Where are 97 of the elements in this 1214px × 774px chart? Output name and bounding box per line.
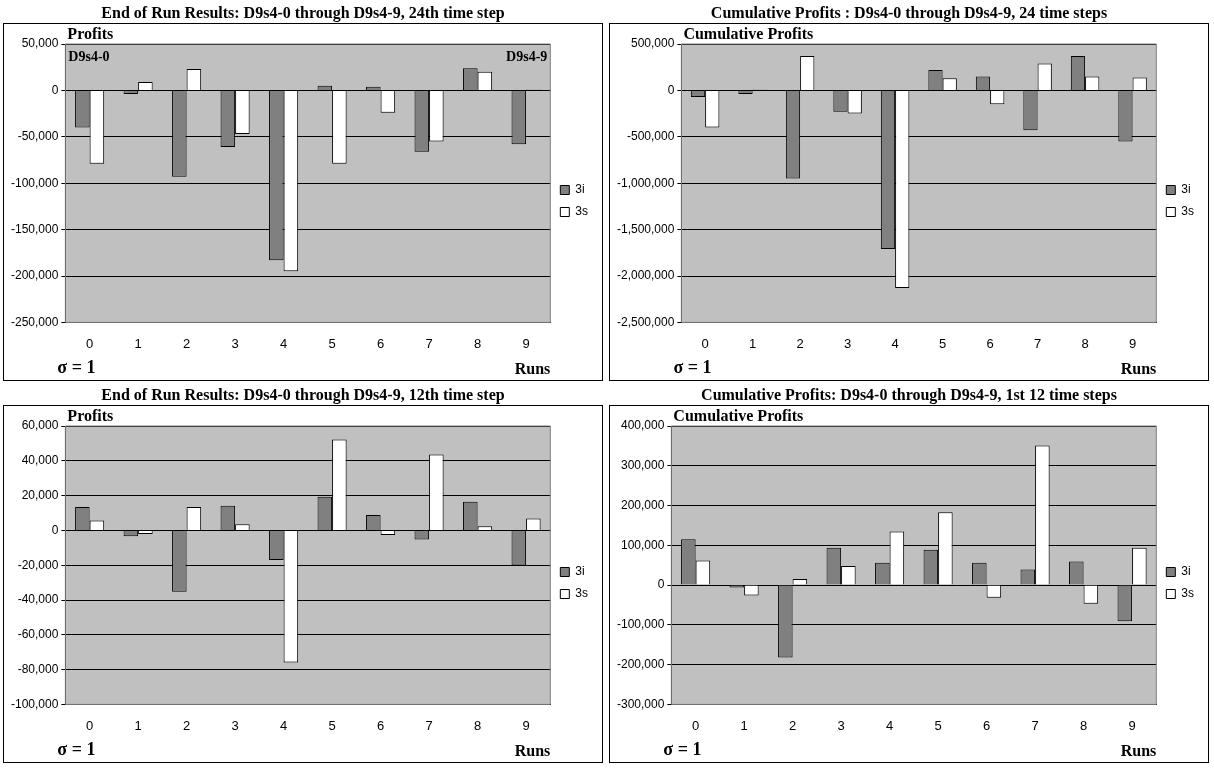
y-tick-label: -150,000 (11, 221, 59, 236)
legend-label: 3i (1181, 564, 1191, 579)
y-tick-label: 0 (51, 522, 59, 537)
y-tick-label: -250,000 (11, 314, 59, 329)
y-tick-label: -80,000 (17, 661, 59, 676)
x-tick-label: 2 (182, 717, 191, 733)
y-tick-label: -2,000,000 (616, 268, 675, 283)
chart-title: Cumulative Profits: D9s4-0 through D9s4-9, 1st 12 time steps (700, 385, 1118, 405)
legend-label: 3s (1181, 586, 1195, 601)
x-axis-title: Runs (514, 742, 551, 760)
legend-label: 3s (575, 204, 589, 219)
x-tick-label: 4 (891, 335, 899, 351)
x-tick-label: 3 (231, 717, 239, 733)
x-tick-label: 6 (982, 717, 991, 733)
x-axis-title: Runs (514, 360, 551, 378)
chart-title: Cumulative Profits : D9s4-0 through D9s4-9, 24 time steps (709, 3, 1109, 23)
y-tick-label: -1,000,000 (616, 175, 675, 190)
text: σ = 1 (673, 356, 712, 377)
x-tick-label: 1 (749, 335, 757, 351)
x-tick-label: 7 (1033, 335, 1042, 351)
legend-label: 3i (575, 182, 585, 197)
y-tick-label: -50,000 (17, 129, 59, 144)
y-tick-label: 0 (667, 82, 675, 97)
y-tick-label: 40,000 (21, 453, 59, 468)
x-tick-label: 6 (376, 717, 385, 733)
y-tick-label: -2,500,000 (616, 314, 675, 329)
y-tick-label: 60,000 (21, 418, 59, 433)
y-tick-label: 0 (657, 577, 665, 592)
x-tick-label: 8 (473, 717, 482, 733)
legend-label: 3s (1181, 204, 1195, 219)
y-tick-label: 400,000 (620, 418, 665, 433)
y-tick-label: 20,000 (21, 487, 59, 502)
x-tick-label: 5 (938, 335, 947, 351)
x-tick-label: 9 (1128, 335, 1137, 351)
x-tick-label: 4 (885, 717, 894, 733)
x-tick-label: 8 (1081, 335, 1089, 351)
chart-title: End of Run Results: D9s4-0 through D9s4-9, 12th time step (100, 385, 506, 405)
text: σ = 1 (57, 356, 96, 377)
y-tick-label: -60,000 (17, 627, 59, 642)
x-tick-label: 0 (86, 335, 94, 351)
x-tick-label: 1 (134, 335, 142, 351)
x-tick-label: 2 (796, 335, 804, 351)
y-tick-label: -300,000 (617, 696, 665, 711)
x-axis-title: Runs (1120, 742, 1157, 760)
x-tick-label: 4 (279, 717, 288, 733)
y-axis-title: Cumulative Profits (683, 25, 814, 43)
x-tick-label: 8 (1079, 717, 1088, 733)
x-tick-label: 6 (986, 335, 994, 351)
y-tick-label: 300,000 (620, 458, 665, 473)
x-tick-label: 5 (328, 717, 336, 733)
y-tick-label: 200,000 (620, 497, 665, 512)
x-tick-label: 7 (1031, 717, 1039, 733)
x-tick-label: 3 (837, 717, 845, 733)
text: σ = 1 (57, 738, 96, 759)
x-tick-label: 0 (701, 335, 709, 351)
x-tick-label: 0 (86, 717, 94, 733)
x-tick-label: 5 (934, 717, 942, 733)
y-tick-label: 500,000 (630, 36, 675, 51)
legend-label: 3s (575, 586, 589, 601)
y-tick-label: 0 (51, 82, 59, 97)
y-tick-label: 50,000 (21, 36, 59, 51)
annotation: D9s4-0 (68, 48, 110, 64)
y-tick-label: -20,000 (17, 557, 59, 572)
x-tick-label: 3 (231, 335, 239, 351)
legend-label: 3i (575, 564, 585, 579)
x-tick-label: 9 (1128, 717, 1136, 733)
y-tick-label: -200,000 (11, 268, 59, 283)
x-tick-label: 5 (328, 335, 336, 351)
y-axis-title: Profits (67, 407, 114, 425)
x-tick-label: 6 (376, 335, 385, 351)
y-tick-label: -40,000 (17, 592, 59, 607)
y-tick-label: -1,500,000 (616, 221, 675, 236)
x-tick-label: 1 (740, 717, 748, 733)
annotation: D9s4-9 (506, 48, 548, 64)
x-axis-title: Runs (1120, 360, 1157, 378)
x-tick-label: 7 (425, 335, 433, 351)
x-tick-label: 4 (279, 335, 288, 351)
x-tick-label: 9 (522, 717, 530, 733)
x-tick-label: 2 (788, 717, 797, 733)
y-tick-label: -200,000 (617, 656, 665, 671)
y-tick-label: -100,000 (11, 175, 59, 190)
x-tick-label: 1 (134, 717, 142, 733)
y-axis-title: Cumulative Profits (673, 407, 804, 425)
y-tick-label: -100,000 (11, 696, 59, 711)
x-tick-label: 2 (182, 335, 191, 351)
x-tick-label: 9 (522, 335, 530, 351)
chart-title: End of Run Results: D9s4-0 through D9s4-9, 24th time step (100, 3, 506, 23)
y-tick-label: -500,000 (627, 129, 675, 144)
x-tick-label: 7 (425, 717, 433, 733)
y-tick-label: 100,000 (620, 537, 665, 552)
x-tick-label: 3 (843, 335, 852, 351)
text: σ = 1 (663, 738, 702, 759)
y-axis-title: Profits (67, 25, 114, 43)
y-tick-label: -100,000 (617, 617, 665, 632)
x-tick-label: 0 (692, 717, 700, 733)
x-tick-label: 8 (473, 335, 482, 351)
legend-label: 3i (1181, 182, 1191, 197)
